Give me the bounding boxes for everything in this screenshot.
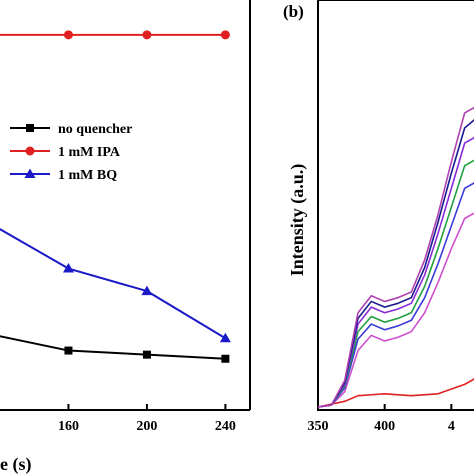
series-1-mm-ipa (0, 30, 230, 40)
panel-b-plot-frame (317, 0, 474, 411)
legend-marker-triangle (24, 168, 36, 178)
spectrum-curve-6 (317, 106, 474, 408)
legend-item-ipa: 1 mM IPA (10, 145, 121, 160)
spectrum-curve-4 (317, 136, 474, 408)
panel-a-series (0, 30, 231, 363)
legend: no quencher 1 mM IPA 1 mM BQ (10, 122, 132, 183)
series-line (0, 335, 226, 360)
legend-marker-circle (25, 146, 35, 156)
legend-marker-square (26, 124, 34, 132)
spectrum-curve-0 (317, 378, 474, 408)
legend-label-ipa: 1 mM IPA (58, 145, 121, 160)
panel-b-series (317, 106, 474, 408)
legend-item-no-quencher: no quencher (10, 122, 132, 137)
panel-b: (b) 350 400 4 Intensity (a.u.) (283, 0, 474, 434)
panel-b-y-axis-title: Intensity (a.u.) (287, 164, 308, 277)
series-no-quencher (0, 335, 230, 363)
panel-a: 160 200 240 e (s) no quencher 1 mM IPA 1 m… (0, 0, 251, 474)
panel-a-x-tick-label: 160 (58, 419, 79, 434)
series-line (0, 228, 226, 340)
spectrum-curve-1 (317, 212, 474, 408)
legend-item-bq: 1 mM BQ (10, 168, 117, 183)
panel-a-x-tick-label: 240 (215, 419, 236, 434)
panel-a-x-ticks: 160 200 240 (58, 404, 236, 434)
data-point (219, 332, 231, 343)
data-point (64, 346, 73, 355)
panel-b-x-ticks: 350 400 4 (308, 404, 455, 434)
data-point (141, 285, 153, 296)
panel-b-x-tick-label: 4 (448, 419, 455, 434)
panel-b-x-tick-label: 400 (374, 419, 395, 434)
legend-label-bq: 1 mM BQ (58, 168, 117, 183)
data-point (63, 30, 73, 40)
panel-b-label: (b) (283, 2, 304, 21)
panel-b-x-tick-label: 350 (308, 419, 329, 434)
spectrum-curve-3 (317, 159, 474, 408)
data-point (142, 350, 151, 359)
legend-label-no-quencher: no quencher (58, 122, 132, 137)
spectrum-curve-5 (317, 119, 474, 408)
series-1-mm-bq (0, 228, 231, 343)
data-point (62, 263, 74, 273)
panel-a-x-axis-title: e (s) (0, 454, 31, 474)
panel-a-x-tick-label: 200 (136, 419, 157, 434)
data-point (221, 354, 230, 363)
data-point (220, 30, 230, 40)
spectrum-curve-2 (317, 182, 474, 408)
data-point (142, 30, 152, 40)
